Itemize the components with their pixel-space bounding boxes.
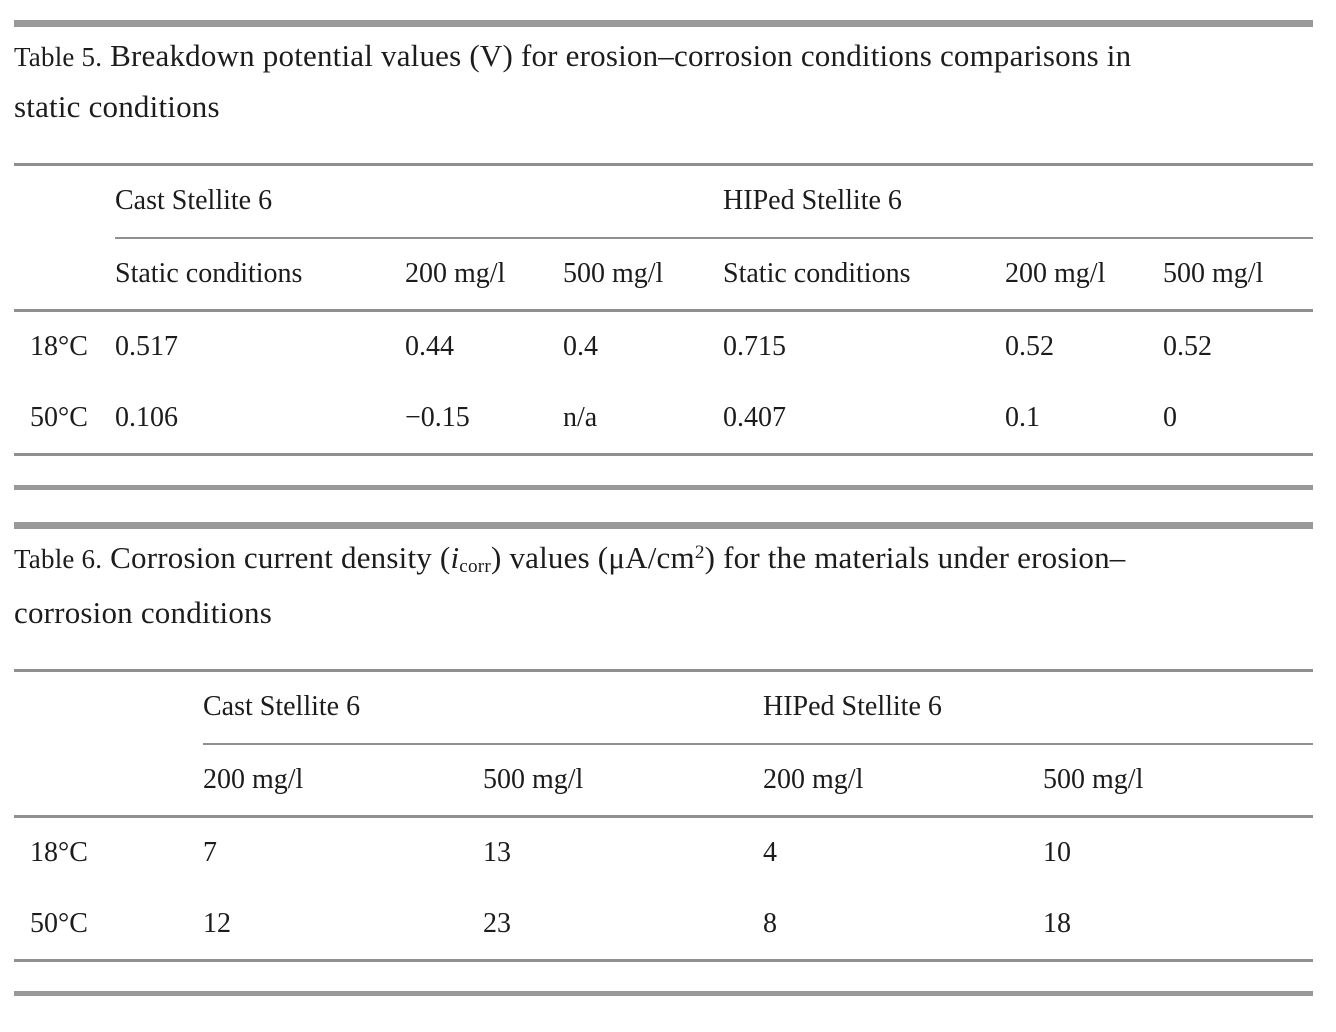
table-cell: 0.106 — [115, 401, 178, 433]
table6-corner-cell — [14, 671, 203, 744]
row-label: 18°C — [30, 837, 88, 869]
table5-bottom-rule — [14, 485, 1313, 490]
table6-row-18c: 18°C 7 13 4 10 — [14, 817, 1313, 889]
table5-caption: Table 5. Breakdown potential values (V) … — [14, 31, 1313, 132]
table-cell: 0.52 — [1005, 331, 1055, 363]
table-cell: 0.52 — [1163, 331, 1213, 363]
table-cell: 7 — [203, 837, 217, 869]
table5-section: Table 5. Breakdown potential values (V) … — [14, 20, 1314, 490]
table-cell: n/a — [563, 401, 598, 433]
table5-col-header: 500 mg/l — [1163, 237, 1314, 312]
table-cell: 0.4 — [563, 331, 598, 363]
table6-caption-label: Table 6. — [14, 544, 103, 574]
table-cell: −0.15 — [405, 401, 470, 433]
row-label: 50°C — [30, 401, 88, 433]
table5-col-header: Static conditions — [723, 237, 1006, 312]
row-label: 18°C — [30, 331, 88, 363]
table6-top-rule — [14, 522, 1313, 529]
table6-col-header: 500 mg/l — [483, 743, 764, 818]
page: Table 5. Breakdown potential values (V) … — [14, 0, 1314, 996]
table6-group-header-cast: Cast Stellite 6 — [203, 670, 764, 745]
table-cell: 0.44 — [405, 331, 454, 363]
table-cell: 23 — [483, 907, 511, 939]
table6: Cast Stellite 6 HIPed Stellite 6 200 mg/… — [14, 669, 1314, 962]
table5-group-header-row: Cast Stellite 6 HIPed Stellite 6 — [14, 164, 1314, 239]
table6-col-header: 200 mg/l — [203, 743, 483, 818]
table6-caption: Table 6. Corrosion current density (icor… — [14, 533, 1313, 638]
table-cell: 13 — [483, 837, 511, 869]
table6-caption-text: Corrosion current density (icorr) values… — [14, 540, 1126, 630]
row-label: 50°C — [30, 907, 88, 939]
table6-col-header: 200 mg/l — [763, 743, 1044, 818]
table5: Cast Stellite 6 HIPed Stellite 6 Static … — [14, 163, 1314, 456]
table-cell: 0.517 — [115, 331, 178, 363]
table5-row-50c: 50°C 0.106 −0.15 n/a 0.407 0.1 0 — [14, 383, 1313, 455]
table5-column-header-row: Static conditions 200 mg/l 500 mg/l Stat… — [14, 237, 1314, 312]
table5-col-header: 200 mg/l — [405, 237, 563, 312]
table-cell: 0.715 — [723, 331, 787, 363]
table5-caption-text: Breakdown potential values (V) for erosi… — [14, 38, 1132, 124]
table-cell: 4 — [763, 837, 778, 869]
table-cell: 0.407 — [723, 401, 787, 433]
table5-col-header: Static conditions — [115, 237, 405, 312]
table5-col-header: 500 mg/l — [563, 237, 724, 312]
table5-col-header: 200 mg/l — [1005, 237, 1164, 312]
table6-row-50c: 50°C 12 23 8 18 — [14, 889, 1313, 961]
table5-top-rule — [14, 20, 1313, 27]
table-cell: 0 — [1163, 401, 1178, 433]
table6-col-header: 500 mg/l — [1043, 743, 1314, 818]
table5-row-18c: 18°C 0.517 0.44 0.4 0.715 0.52 0.52 — [14, 311, 1313, 383]
table6-column-header-row: 200 mg/l 500 mg/l 200 mg/l 500 mg/l — [14, 743, 1314, 818]
table6-section: Table 6. Corrosion current density (icor… — [14, 522, 1314, 996]
table5-corner-cell — [14, 237, 115, 312]
table-cell: 0.1 — [1005, 401, 1041, 433]
table5-caption-label: Table 5. — [14, 42, 103, 72]
table-cell: 18 — [1043, 907, 1072, 939]
table-cell: 8 — [763, 907, 778, 939]
table6-bottom-rule — [14, 991, 1313, 996]
table5-corner-cell — [14, 165, 115, 238]
table5-group-header-cast: Cast Stellite 6 — [115, 164, 724, 239]
table6-group-header-row: Cast Stellite 6 HIPed Stellite 6 — [14, 670, 1314, 745]
table5-group-header-hiped: HIPed Stellite 6 — [723, 164, 1314, 239]
table-cell: 12 — [203, 907, 231, 939]
table6-group-header-hiped: HIPed Stellite 6 — [763, 670, 1314, 745]
table6-corner-cell — [14, 743, 203, 818]
table-cell: 10 — [1043, 837, 1072, 869]
